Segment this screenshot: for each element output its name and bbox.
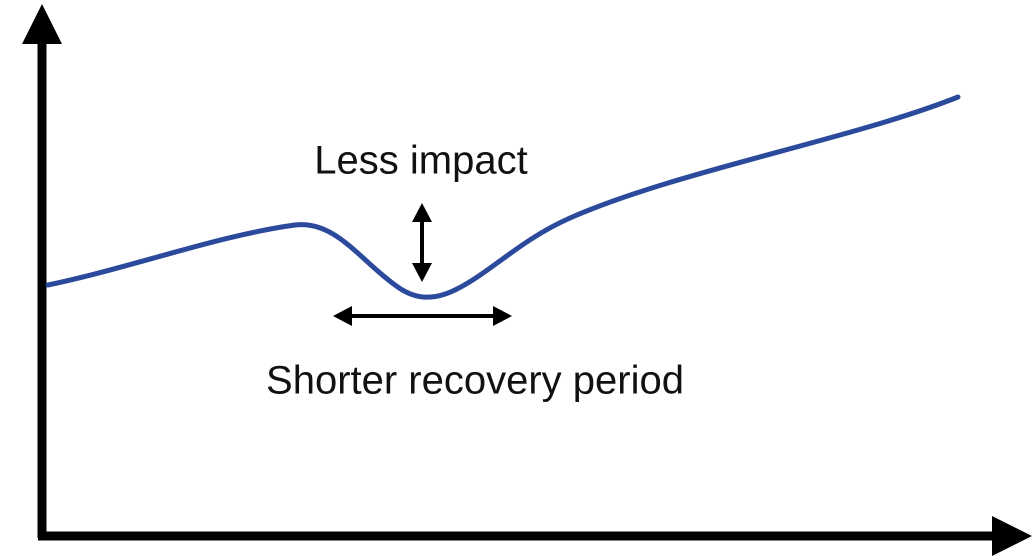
recovery-label: Shorter recovery period [266,359,684,403]
recovery-arrow-head-right [493,306,512,326]
impact-label: Less impact [314,139,527,183]
impact-arrow-head-up [412,203,432,222]
x-axis-arrowhead [992,516,1032,556]
y-axis-arrowhead [22,4,62,44]
impact-arrow-head-down [412,263,432,282]
recovery-arrow-head-left [333,306,352,326]
curve [45,94,961,300]
